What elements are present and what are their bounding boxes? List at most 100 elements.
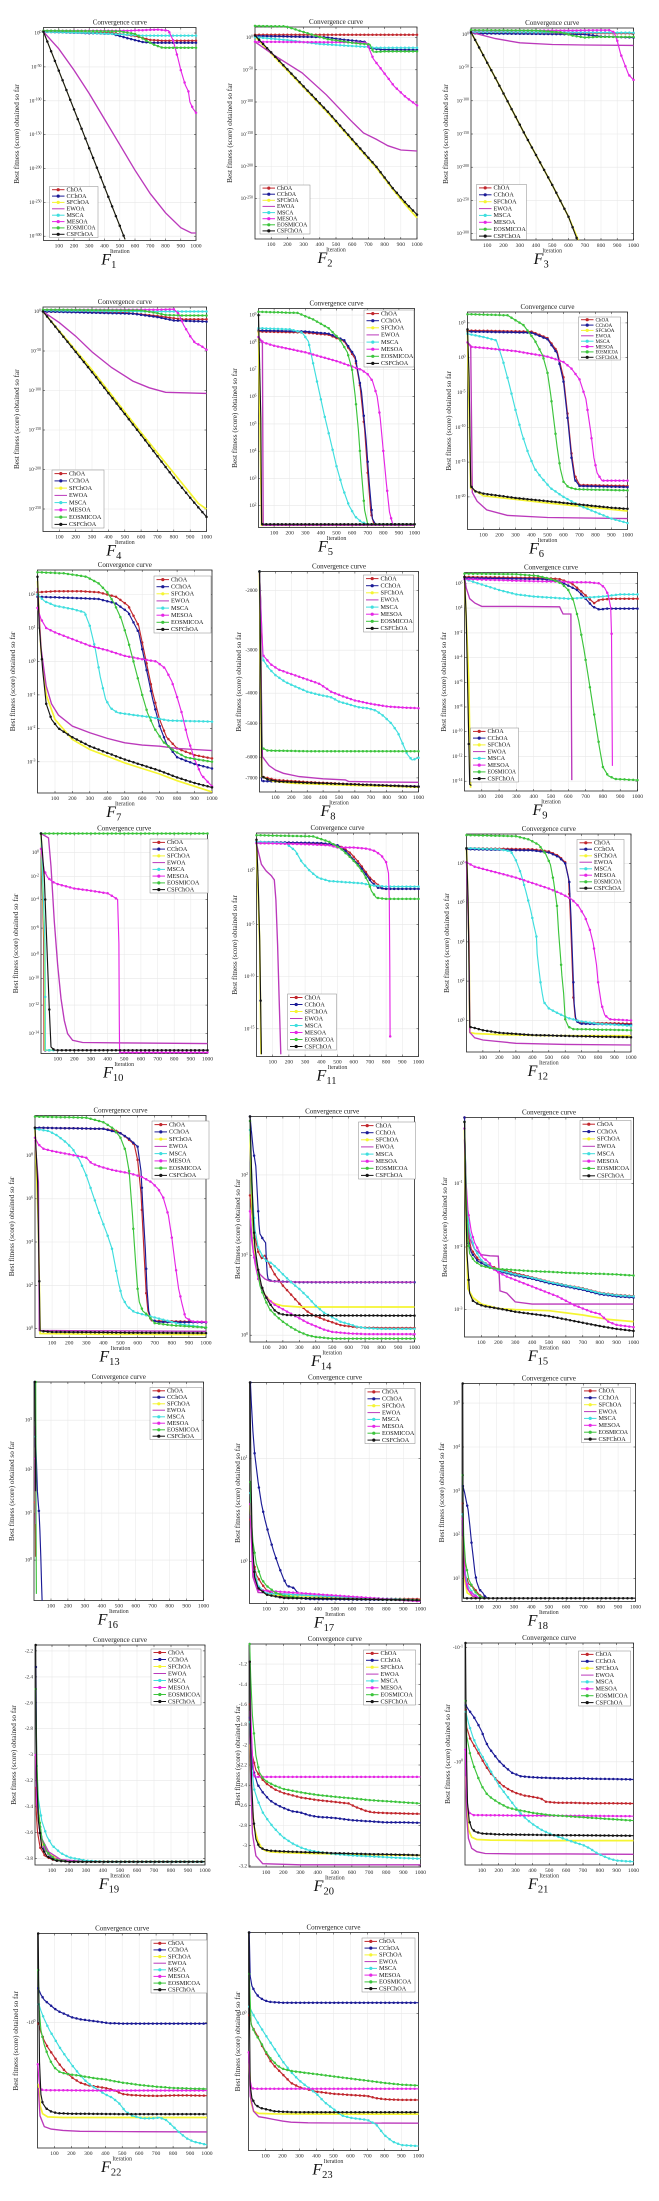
svg-text:400: 400 bbox=[528, 1055, 537, 1061]
svg-text:10-12: 10-12 bbox=[29, 1002, 39, 1009]
svg-text:10-200: 10-200 bbox=[29, 466, 41, 473]
svg-text:300: 300 bbox=[512, 794, 521, 800]
svg-text:1000: 1000 bbox=[632, 794, 643, 800]
svg-text:200: 200 bbox=[280, 1607, 289, 1613]
svg-text:ChOA: ChOA bbox=[376, 1122, 393, 1129]
svg-text:SFChOA: SFChOA bbox=[597, 1136, 621, 1143]
svg-text:10-2: 10-2 bbox=[454, 630, 462, 637]
svg-text:EWOA: EWOA bbox=[597, 1143, 616, 1150]
svg-text:900: 900 bbox=[186, 2151, 195, 2157]
svg-text:10-5: 10-5 bbox=[246, 921, 254, 928]
svg-text:EWOA: EWOA bbox=[494, 205, 513, 212]
svg-text:900: 900 bbox=[190, 796, 199, 802]
svg-text:EOSMICOA: EOSMICOA bbox=[379, 1979, 412, 1986]
svg-text:108: 108 bbox=[26, 1152, 33, 1159]
svg-text:10-1: 10-1 bbox=[454, 1180, 462, 1187]
svg-text:CSFChOA: CSFChOA bbox=[69, 521, 97, 528]
svg-text:10-300: 10-300 bbox=[29, 233, 41, 240]
svg-text:800: 800 bbox=[382, 1060, 391, 1066]
svg-text:1000: 1000 bbox=[625, 1055, 636, 1061]
svg-text:CSFChOA: CSFChOA bbox=[169, 1172, 197, 1179]
svg-text:CSFChOA: CSFChOA bbox=[597, 1173, 625, 1180]
svg-text:EWOA: EWOA bbox=[171, 598, 190, 605]
svg-text:105: 105 bbox=[453, 1400, 460, 1407]
svg-text:Best fitness (score) obtained: Best fitness (score) obtained so far bbox=[226, 83, 234, 183]
svg-text:200: 200 bbox=[72, 535, 81, 541]
svg-text:SFChOA: SFChOA bbox=[379, 1952, 403, 1959]
svg-text:CChOA: CChOA bbox=[381, 318, 402, 325]
svg-text:1000: 1000 bbox=[198, 1604, 209, 1610]
svg-text:CChOA: CChOA bbox=[376, 1130, 397, 1137]
svg-text:CChOA: CChOA bbox=[168, 1947, 189, 1954]
svg-text:200: 200 bbox=[278, 2154, 287, 2160]
svg-text:100: 100 bbox=[55, 535, 64, 541]
svg-text:-1.6: -1.6 bbox=[239, 1702, 248, 1708]
svg-text:500: 500 bbox=[545, 1055, 554, 1061]
svg-text:-3.8: -3.8 bbox=[25, 1856, 34, 1862]
svg-text:900: 900 bbox=[185, 1341, 194, 1347]
svg-text:101: 101 bbox=[240, 1455, 247, 1462]
svg-text:MESOA: MESOA bbox=[382, 1423, 404, 1430]
svg-text:EOSMICOA: EOSMICOA bbox=[381, 618, 414, 625]
svg-text:EWOA: EWOA bbox=[168, 1670, 187, 1677]
svg-text:800: 800 bbox=[170, 1057, 179, 1063]
svg-text:100: 100 bbox=[55, 244, 64, 250]
svg-text:CChOA: CChOA bbox=[277, 192, 297, 198]
svg-text:106: 106 bbox=[455, 580, 462, 587]
svg-text:MSCA: MSCA bbox=[168, 1967, 186, 1974]
svg-text:EWOA: EWOA bbox=[169, 1143, 188, 1150]
svg-text:CSFChOA: CSFChOA bbox=[168, 1987, 196, 1994]
svg-text:CSFChOA: CSFChOA bbox=[596, 355, 619, 361]
svg-text:10-100: 10-100 bbox=[457, 98, 469, 105]
svg-text:400: 400 bbox=[100, 244, 109, 250]
svg-text:1000: 1000 bbox=[201, 2151, 212, 2157]
svg-text:CChOA: CChOA bbox=[168, 1656, 189, 1663]
svg-text:MESOA: MESOA bbox=[381, 346, 403, 353]
svg-text:EOSMICOA: EOSMICOA bbox=[382, 1430, 415, 1437]
svg-text:100: 100 bbox=[267, 242, 276, 248]
svg-text:MESOA: MESOA bbox=[171, 612, 193, 619]
svg-text:100: 100 bbox=[246, 35, 253, 42]
svg-text:Convergence curve: Convergence curve bbox=[306, 1924, 360, 1932]
svg-text:ChOA: ChOA bbox=[594, 840, 611, 847]
svg-text:500: 500 bbox=[331, 1607, 340, 1613]
svg-text:100: 100 bbox=[247, 867, 254, 874]
svg-text:ChOA: ChOA bbox=[67, 188, 84, 194]
svg-text:MSCA: MSCA bbox=[376, 1151, 394, 1158]
svg-text:CSFChOA: CSFChOA bbox=[171, 626, 199, 633]
svg-text:900: 900 bbox=[613, 243, 622, 249]
svg-text:MSCA: MSCA bbox=[69, 499, 87, 506]
svg-text:SFChOA: SFChOA bbox=[381, 1664, 405, 1671]
svg-text:1000: 1000 bbox=[628, 1868, 639, 1874]
svg-text:ChOA: ChOA bbox=[488, 728, 505, 735]
svg-text:EWOA: EWOA bbox=[69, 492, 88, 499]
svg-text:500: 500 bbox=[332, 531, 341, 537]
svg-text:200: 200 bbox=[68, 796, 77, 802]
svg-text:Iteration: Iteration bbox=[110, 249, 130, 255]
svg-text:101: 101 bbox=[25, 1510, 32, 1517]
svg-text:SFChOA: SFChOA bbox=[277, 198, 299, 204]
svg-text:MSCA: MSCA bbox=[596, 1679, 614, 1686]
svg-text:600: 600 bbox=[559, 533, 568, 539]
svg-text:10-250: 10-250 bbox=[457, 197, 469, 204]
svg-text:600: 600 bbox=[348, 531, 357, 537]
svg-text:EOSMICOA: EOSMICOA bbox=[168, 1691, 201, 1698]
svg-text:700: 700 bbox=[366, 1060, 375, 1066]
svg-text:800: 800 bbox=[591, 533, 600, 539]
svg-text:200: 200 bbox=[495, 794, 504, 800]
svg-text:600: 600 bbox=[137, 1057, 146, 1063]
svg-text:CSFChOA: CSFChOA bbox=[277, 229, 303, 235]
svg-text:Convergence curve: Convergence curve bbox=[309, 18, 363, 26]
svg-text:10-8: 10-8 bbox=[454, 704, 462, 711]
svg-text:CSFChOA: CSFChOA bbox=[167, 1433, 195, 1440]
svg-text:Iteration: Iteration bbox=[325, 1612, 345, 1618]
svg-text:-2.2: -2.2 bbox=[239, 1763, 248, 1769]
svg-text:CChOA: CChOA bbox=[167, 846, 188, 853]
svg-text:-10-1: -10-1 bbox=[453, 1644, 463, 1651]
svg-text:300: 300 bbox=[511, 1340, 520, 1346]
svg-text:SFChOA: SFChOA bbox=[488, 742, 512, 749]
svg-text:Convergence curve: Convergence curve bbox=[310, 824, 364, 832]
svg-text:Convergence curve: Convergence curve bbox=[522, 1109, 576, 1117]
svg-text:600: 600 bbox=[137, 535, 146, 541]
svg-text:CChOA: CChOA bbox=[167, 1394, 188, 1401]
